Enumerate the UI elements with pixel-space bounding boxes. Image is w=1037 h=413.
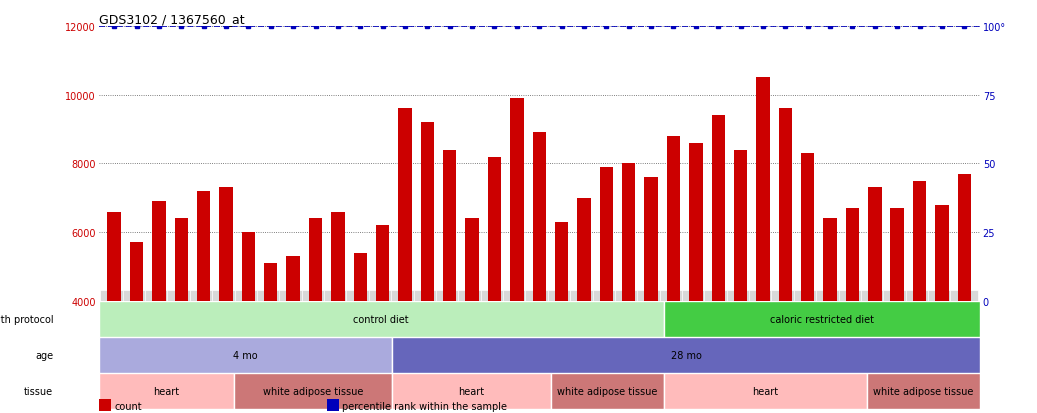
Text: 4 mo: 4 mo xyxy=(233,350,258,360)
Text: white adipose tissue: white adipose tissue xyxy=(873,386,974,396)
Bar xyxy=(309,219,323,301)
Bar xyxy=(667,137,680,301)
Bar xyxy=(578,198,591,301)
Bar xyxy=(197,191,211,301)
Bar xyxy=(891,209,904,301)
Bar xyxy=(108,212,121,301)
Bar xyxy=(354,253,367,301)
Bar xyxy=(443,150,456,301)
Bar xyxy=(957,174,971,301)
Text: white adipose tissue: white adipose tissue xyxy=(263,386,363,396)
Bar xyxy=(533,133,545,301)
Text: count: count xyxy=(114,401,142,411)
Bar xyxy=(644,178,657,301)
Bar xyxy=(487,157,501,301)
Bar xyxy=(868,188,881,301)
Bar xyxy=(551,373,664,409)
Bar xyxy=(219,188,232,301)
Text: 28 mo: 28 mo xyxy=(671,350,702,360)
Bar xyxy=(846,209,860,301)
Bar xyxy=(242,233,255,301)
Bar xyxy=(664,373,867,409)
Bar xyxy=(130,243,143,301)
Text: control diet: control diet xyxy=(354,314,409,324)
Bar xyxy=(398,109,412,301)
Bar xyxy=(421,123,435,301)
Bar xyxy=(779,109,792,301)
Bar xyxy=(823,219,837,301)
Bar xyxy=(734,150,748,301)
Bar xyxy=(913,181,926,301)
Bar xyxy=(756,78,769,301)
Text: heart: heart xyxy=(752,386,779,396)
Bar xyxy=(99,301,664,337)
Text: caloric restricted diet: caloric restricted diet xyxy=(769,314,874,324)
Bar xyxy=(152,202,166,301)
Text: heart: heart xyxy=(153,386,179,396)
Bar xyxy=(867,373,980,409)
Text: white adipose tissue: white adipose tissue xyxy=(557,386,657,396)
Bar xyxy=(234,373,392,409)
Bar xyxy=(99,373,234,409)
Text: GDS3102 / 1367560_at: GDS3102 / 1367560_at xyxy=(99,13,244,26)
Bar xyxy=(690,143,702,301)
Bar xyxy=(392,337,980,373)
Bar xyxy=(510,99,524,301)
Bar xyxy=(711,116,725,301)
Bar xyxy=(801,154,814,301)
Bar xyxy=(935,205,949,301)
Bar xyxy=(331,212,344,301)
Text: heart: heart xyxy=(458,386,484,396)
Bar xyxy=(286,256,300,301)
Text: growth protocol: growth protocol xyxy=(0,314,53,324)
Bar xyxy=(622,164,636,301)
Bar xyxy=(99,337,392,373)
Bar xyxy=(599,167,613,301)
Text: tissue: tissue xyxy=(24,386,53,396)
Text: percentile rank within the sample: percentile rank within the sample xyxy=(342,401,507,411)
Bar xyxy=(466,219,479,301)
Bar xyxy=(376,226,389,301)
Bar xyxy=(555,222,568,301)
Bar xyxy=(392,373,551,409)
Text: age: age xyxy=(35,350,53,360)
Bar xyxy=(664,301,980,337)
Bar xyxy=(264,263,278,301)
Bar xyxy=(174,219,188,301)
